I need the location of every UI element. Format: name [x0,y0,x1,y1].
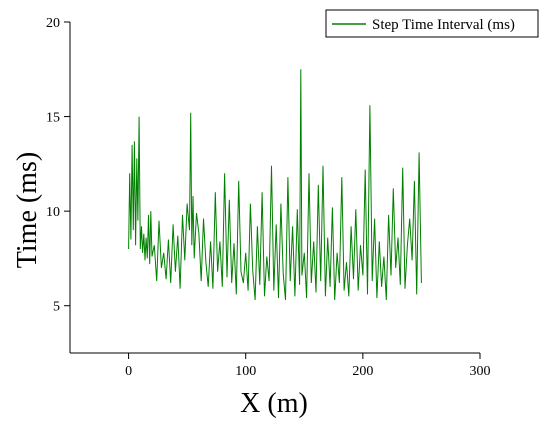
series-line [128,69,422,301]
x-tick-label: 200 [352,364,373,379]
y-ticks: 5 10 15 20 [46,16,70,315]
legend-box [325,9,539,38]
axes [69,22,480,354]
y-tick-label: 15 [46,111,60,126]
y-tick-label: 20 [46,16,60,31]
y-axis-title: Time (ms) [12,152,43,268]
y-tick-label: 10 [46,205,60,220]
x-tick-label: 0 [125,364,132,379]
legend-label: Step Time Interval (ms) [372,17,515,33]
y-tick-label: 5 [53,300,60,315]
x-axis-title: X (m) [240,388,308,419]
series-layer [128,69,422,301]
x-ticks: 0 100 200 300 [125,353,491,379]
x-tick-label: 300 [470,364,491,379]
legend: Step Time Interval (ms) [325,9,539,38]
x-tick-label: 100 [235,364,256,379]
